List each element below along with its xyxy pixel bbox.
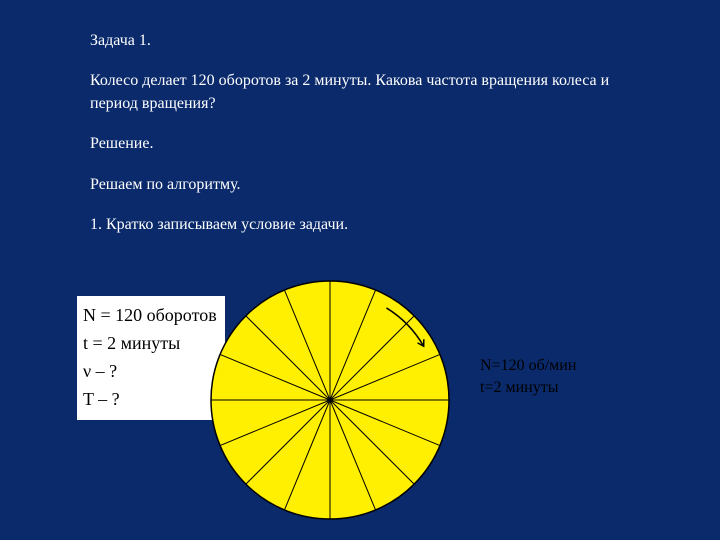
overlay-line-t: t=2 минуты <box>480 377 576 399</box>
given-conditions-box: N = 120 оборотов t = 2 минуты ν – ? T – … <box>77 296 225 420</box>
overlay-line-n: N=120 об/мин <box>480 355 576 377</box>
wheel-overlay-text: N=120 об/мин t=2 минуты <box>480 355 576 398</box>
wheel-svg <box>210 280 450 520</box>
given-line-period: T – ? <box>83 386 217 414</box>
problem-title: Задача 1. <box>90 30 630 52</box>
given-line-n: N = 120 оборотов <box>83 302 217 330</box>
given-line-nu: ν – ? <box>83 358 217 386</box>
problem-statement: Колесо делает 120 оборотов за 2 минуты. … <box>90 70 630 115</box>
given-line-t: t = 2 минуты <box>83 330 217 358</box>
step-1: 1. Кратко записываем условие задачи. <box>90 214 630 236</box>
wheel-diagram <box>210 280 450 520</box>
solution-heading: Решение. <box>90 133 630 155</box>
algorithm-note: Решаем по алгоритму. <box>90 174 630 196</box>
